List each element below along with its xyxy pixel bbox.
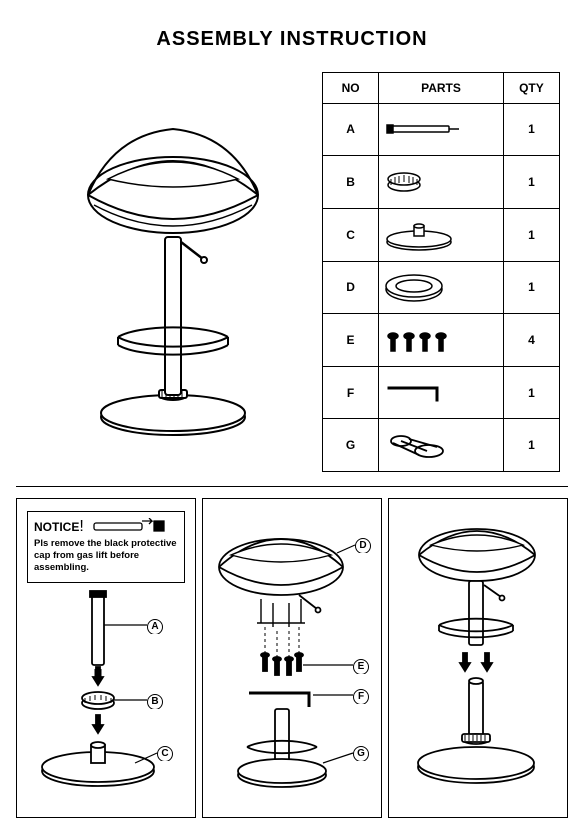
section-divider: [16, 486, 568, 487]
label-e: E: [353, 659, 369, 675]
top-section: NO PARTS QTY A 1 B 1 C 1 D: [24, 72, 560, 472]
table-row: 4: [503, 314, 559, 367]
notice-label: NOTICE: [34, 520, 79, 534]
step-3: [388, 498, 568, 818]
part-b-icon: [379, 156, 504, 209]
hero-illustration: [24, 72, 322, 472]
label-c: C: [157, 745, 173, 761]
notice-cap-icon: [90, 518, 168, 536]
parts-table: NO PARTS QTY A 1 B 1 C 1 D: [322, 72, 560, 472]
step3-illustration: [389, 503, 567, 803]
table-row: 1: [503, 156, 559, 209]
part-d-icon: [379, 261, 504, 314]
label-g: G: [353, 746, 369, 762]
table-row: 1: [503, 366, 559, 419]
part-e-icon: [379, 314, 504, 367]
table-row: E: [323, 314, 379, 367]
th-no: NO: [323, 73, 379, 104]
step-1: NOTICE! Pls remove the black protective …: [16, 498, 196, 818]
table-row: G: [323, 419, 379, 472]
part-a-icon: [379, 103, 504, 156]
table-row: 1: [503, 261, 559, 314]
table-row: C: [323, 208, 379, 261]
label-a: A: [147, 618, 163, 634]
label-d: D: [355, 538, 371, 554]
th-qty: QTY: [503, 73, 559, 104]
table-row: 1: [503, 208, 559, 261]
table-row: 1: [503, 103, 559, 156]
notice-text: Pls remove the black protective cap from…: [34, 538, 178, 574]
label-b: B: [147, 693, 163, 709]
table-row: F: [323, 366, 379, 419]
part-f-icon: [379, 366, 504, 419]
barstool-icon: [58, 87, 288, 457]
part-c-icon: [379, 208, 504, 261]
notice-bang: !: [79, 518, 83, 535]
page-title: ASSEMBLY INSTRUCTION: [0, 0, 584, 51]
table-row: B: [323, 156, 379, 209]
label-f: F: [353, 689, 369, 705]
step1-illustration: A B C: [17, 585, 195, 795]
part-g-icon: [379, 419, 504, 472]
table-row: D: [323, 261, 379, 314]
th-parts: PARTS: [379, 73, 504, 104]
notice-box: NOTICE! Pls remove the black protective …: [27, 511, 185, 583]
table-row: 1: [503, 419, 559, 472]
step-2: D E F G: [202, 498, 382, 818]
table-row: A: [323, 103, 379, 156]
step2-illustration: D E F G: [203, 503, 381, 803]
steps-row: NOTICE! Pls remove the black protective …: [16, 498, 568, 818]
